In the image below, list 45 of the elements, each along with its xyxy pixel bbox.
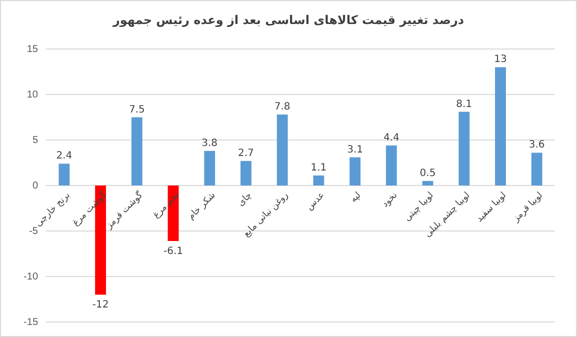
data-label: 8.1 [456,98,472,110]
x-tick-label: عدس [304,190,327,213]
bar [386,145,397,186]
data-label: 4.4 [383,132,400,144]
x-tick-label: لوبیا سفید [474,190,509,224]
bar [276,114,288,186]
bar [495,67,506,186]
x-tick-label: نخود [380,190,400,210]
chart-title: درصد تغییر قیمت کالاهای اساسی بعد از وعده رئیس جمهور [112,13,464,27]
bar [531,152,542,186]
data-label: -6.1 [163,246,184,258]
data-label: 2.4 [56,150,72,162]
x-tick-label: لوبیا قرمز [510,190,545,225]
data-label: -12 [92,300,109,311]
data-label: 3.1 [347,144,363,156]
data-label: 3.8 [202,138,218,149]
y-tick-label: 5 [32,135,38,146]
bar [204,150,216,186]
x-tick-label: تخم مرغ [151,190,182,220]
bar [458,112,470,186]
bar [58,164,70,186]
bar [168,186,179,242]
data-label: 1.1 [310,162,327,174]
x-tick-label: گوشت مرغ [70,188,110,228]
x-tick-label: شکر خام [186,190,218,222]
x-tick-label: لپه [348,190,364,205]
data-label: 2.7 [238,148,254,159]
y-tick-label: -5 [29,226,38,238]
x-tick-label: چای [236,190,254,208]
data-label: 0.5 [420,168,436,179]
bar [422,180,434,186]
data-label: 13 [494,54,507,66]
bar [350,157,360,186]
y-tick-label: 10 [26,90,38,101]
data-label: 7.5 [128,104,145,116]
data-label: 7.8 [274,102,290,113]
y-tick-label: 0 [32,180,38,192]
data-label: 3.6 [528,140,545,151]
bar [313,175,324,186]
x-tick-label: لوبیا چیتی [402,190,436,224]
y-tick-label: -10 [24,272,38,283]
y-tick-label: -15 [24,317,38,328]
y-tick-label: 15 [26,44,38,56]
bar [240,160,252,186]
bar [131,117,142,186]
